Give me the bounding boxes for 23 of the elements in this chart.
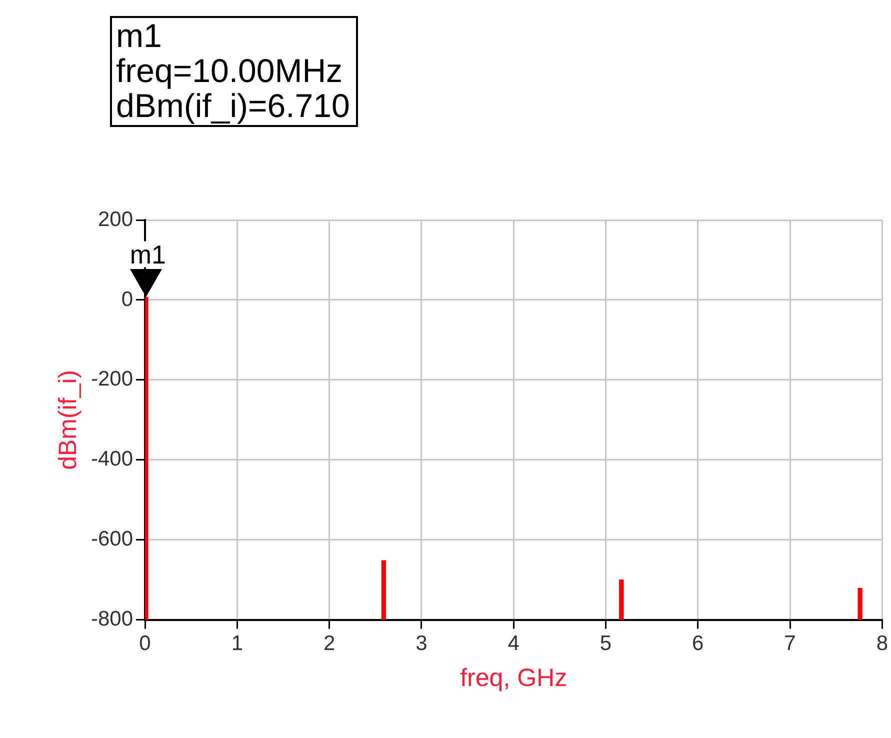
y-tick-label: -800 [91, 608, 134, 631]
y-tick-label: 0 [121, 288, 134, 311]
x-tick-label: 0 [139, 632, 151, 656]
x-tick-label: 3 [416, 632, 428, 656]
y-axis-title: dBm(if_i) [54, 370, 82, 470]
bar [145, 296, 148, 620]
y-tick-label: -600 [91, 528, 134, 551]
y-tick-label: -400 [91, 448, 134, 471]
x-tick-label: 6 [692, 632, 704, 656]
bar [381, 560, 386, 620]
y-tick-label: -200 [91, 368, 134, 391]
y-tick-label: 200 [98, 208, 134, 231]
text: m1 freq=10.00MHz dBm(if_i)=6.710 [110, 16, 358, 127]
x-tick-label: 1 [231, 632, 244, 656]
bar [858, 588, 862, 620]
x-axis-title: freq, GHz [460, 664, 568, 692]
x-tick-label: 4 [508, 632, 520, 656]
bar [619, 579, 624, 620]
x-tick-label: 8 [876, 632, 888, 656]
annotation: m1 [130, 239, 166, 270]
x-tick-label: 2 [323, 632, 336, 656]
x-tick-label: 5 [600, 632, 612, 656]
x-tick-label: 7 [784, 632, 796, 656]
